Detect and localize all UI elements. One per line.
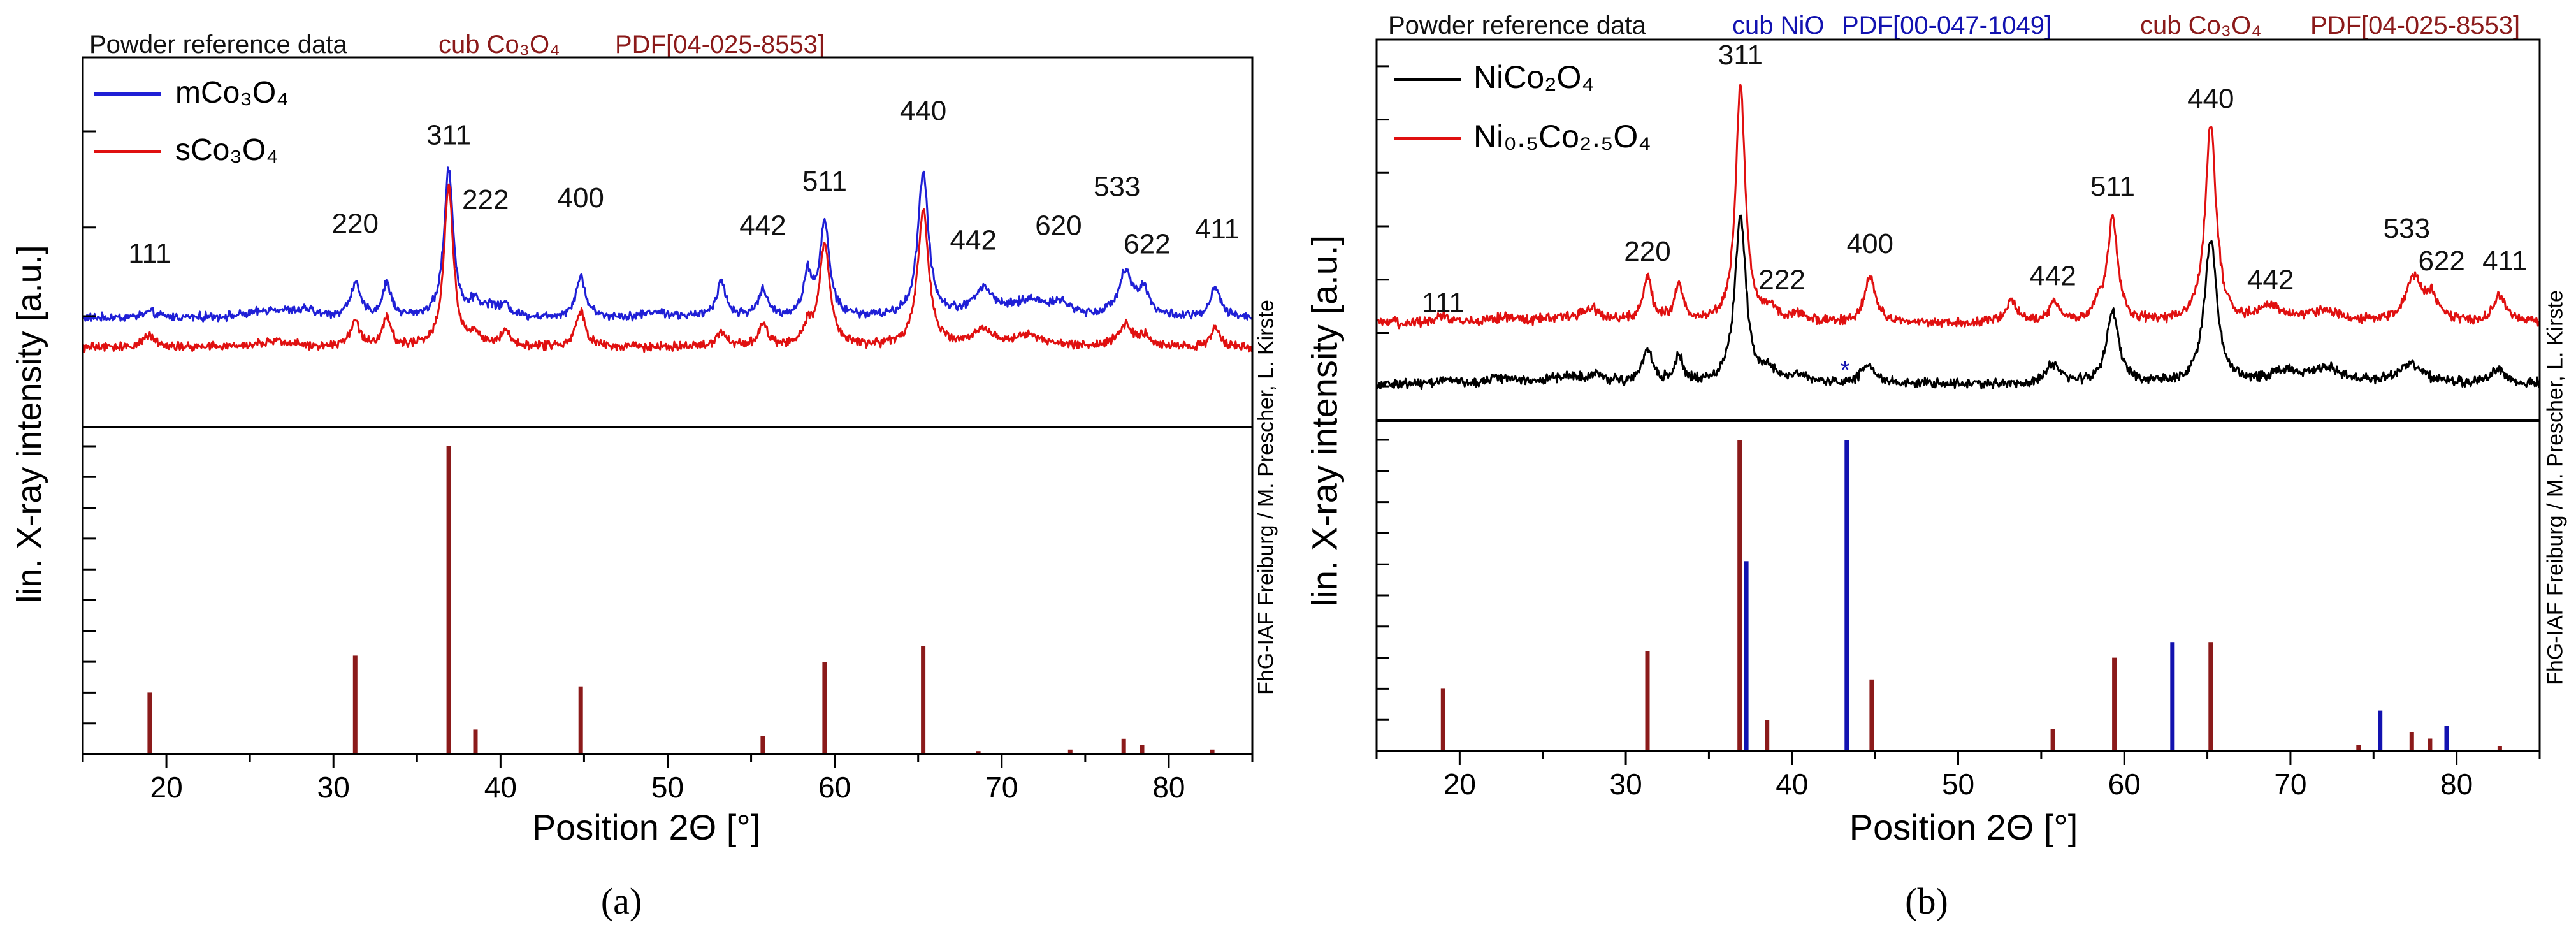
reference-bar [2444,726,2449,751]
peak-label: 222 [1758,265,1805,296]
peak-label: 442 [950,225,997,256]
reference-bar [1140,745,1145,754]
peak-label: 622 [2418,245,2464,277]
peak-label: 533 [2384,213,2430,244]
panel-b-header-left: Powder reference data [1388,11,1646,40]
x-tick-label: 40 [1776,768,1808,801]
peak-label: 400 [557,182,604,214]
peak-label: 222 [462,184,509,215]
reference-bar [1121,738,1126,754]
reference-bar [147,692,152,754]
spectrum-line-1 [82,166,1253,323]
x-tick-label: 30 [317,771,350,804]
peak-label: 622 [1124,228,1170,259]
x-tick-label: 30 [1609,768,1642,801]
reference-bar [921,646,926,754]
reference-bar [446,446,451,754]
panel-b-ref-nio-pdf: PDF[00-047-1049] [1842,11,2052,40]
x-tick-label: 50 [1942,768,1974,801]
panel-a-xlabel: Position 2Θ [°] [532,807,761,847]
reference-bar [473,729,478,754]
reference-bar [2497,746,2502,751]
spectrum-line-2 [82,183,1254,353]
peak-label: 442 [2247,265,2294,296]
peak-label: * [1840,356,1850,384]
reference-bar [1869,679,1874,751]
peak-label: 411 [2482,245,2527,277]
x-tick-label: 50 [651,771,684,804]
reference-bar [2378,710,2383,751]
reference-bar [2050,729,2055,751]
panel-b-legend-label-ni05: Ni₀.₅Co₂.₅O₄ [1473,119,1651,154]
reference-bar [2409,732,2414,751]
panel-b-ref-nio-label: cub NiO [1732,11,1825,40]
peak-label: 442 [739,210,786,241]
reference-bar [1737,440,1742,751]
panel-b-xlabel: Position 2Θ [°] [1849,807,2078,847]
panel-b-legend-line-nico2o4 [1394,78,1461,81]
peak-label: 511 [2090,171,2135,202]
panel-a-ref-co3o4-label: cub Co₃O₄ [438,31,560,59]
x-tick-label: 60 [818,771,851,804]
spectrum-line-2 [1376,84,2541,330]
peak-label: 440 [900,96,946,127]
reference-bar [578,686,583,754]
x-tick-label: 70 [985,771,1018,804]
peak-label: 220 [332,208,379,240]
peak-label: 511 [802,166,847,197]
panel-a-caption: (a) [600,880,642,922]
reference-bar [1210,749,1215,754]
reference-bar [1440,688,1445,751]
reference-bar [2428,738,2433,751]
x-tick-label: 40 [484,771,517,804]
reference-bar [1645,651,1650,751]
reference-bar [1744,561,1749,751]
peak-label: 440 [2187,84,2234,115]
x-tick-label: 80 [1152,771,1185,804]
peak-label: 220 [1624,236,1670,267]
reference-bar [1844,440,1849,751]
x-tick-label: 80 [2440,768,2473,801]
reference-bar [822,662,827,754]
spectrum-line-1 [1375,214,2541,390]
reference-bar [1067,749,1073,754]
x-tick-label: 20 [1444,768,1476,801]
panel-b-legend-line-ni05 [1394,137,1461,140]
reference-bar [2170,642,2175,751]
panel-b-ref-co3o4-label: cub Co₃O₄ [2140,11,2262,40]
panel-a-legend-line-s [94,150,161,153]
panel-a-legend-line-m [94,92,161,96]
peak-label: 411 [1195,214,1240,245]
panel-b-caption: (b) [1905,880,1948,922]
x-tick-label: 60 [2108,768,2141,801]
reference-bar [352,655,358,754]
peak-label: 311 [1718,40,1763,71]
reference-bar [2208,642,2213,751]
panel-a-header-left: Powder reference data [89,31,347,59]
reference-bar [2356,745,2361,751]
peak-label: 311 [426,119,471,150]
x-tick-label: 70 [2274,768,2306,801]
peak-label: 111 [128,238,171,269]
reference-bar [2112,657,2117,751]
peak-label: 400 [1847,228,1893,259]
plot-frame [1375,38,2541,752]
reference-bar [976,751,981,754]
x-tick-label: 20 [150,771,182,804]
peak-label: 533 [1094,171,1140,203]
peak-label: 620 [1035,210,1082,241]
peak-label: 442 [2029,261,2076,292]
panel-a-legend-label-m: mCo₃O₄ [175,76,289,110]
panel-a-ref-co3o4-pdf: PDF[04-025-8553] [615,31,825,59]
peak-label: 111 [1422,288,1465,319]
panel-b-ref-co3o4-pdf: PDF[04-025-8553] [2310,11,2521,40]
panel-a-legend-label-s: sCo₃O₄ [175,133,279,167]
reference-bar [760,736,765,754]
reference-bar [1765,720,1770,751]
panel-b-legend-label-nico2o4: NiCo₂O₄ [1473,59,1595,95]
